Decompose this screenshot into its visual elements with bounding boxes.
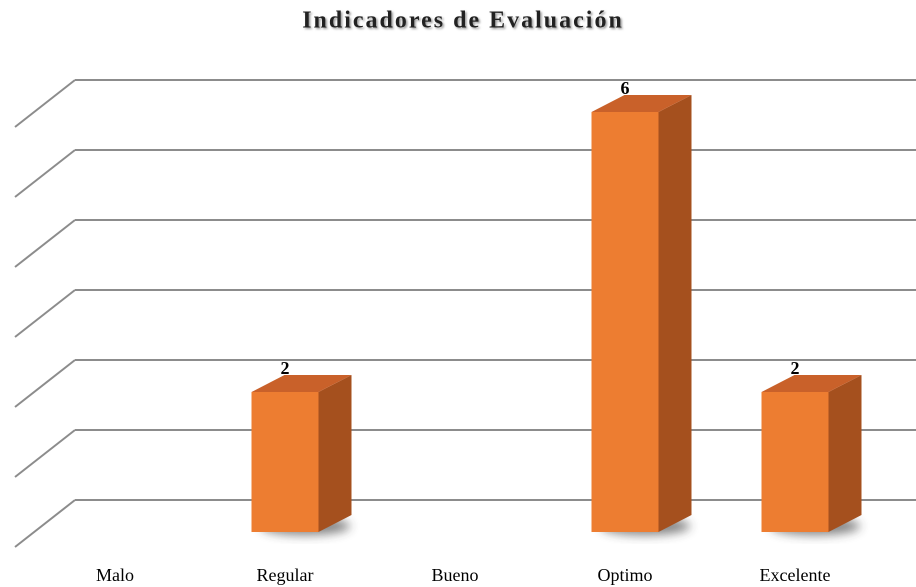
bar-side [828, 375, 862, 532]
bar [761, 392, 829, 532]
grid-line-depth [14, 289, 76, 338]
bar-side [318, 375, 352, 532]
grid-line-depth [14, 219, 76, 268]
grid-line-depth [14, 149, 76, 198]
x-tick-label: Malo [96, 565, 134, 585]
chart-title: Indicadores de Evaluación [302, 8, 624, 34]
data-label: 2 [281, 358, 290, 378]
bar-side [658, 95, 692, 532]
x-tick-label: Bueno [432, 565, 479, 585]
grid-line-depth [14, 359, 76, 408]
data-label: 2 [791, 358, 800, 378]
grid-line-depth [14, 79, 76, 128]
bar-top [591, 95, 692, 112]
x-tick-label: Optimo [597, 565, 652, 585]
x-tick-label: Excelente [760, 565, 831, 585]
bar-top [761, 375, 862, 392]
bar [591, 112, 659, 532]
bar-top [251, 375, 352, 392]
data-label: 6 [621, 78, 630, 98]
grid-line-depth [14, 429, 76, 478]
bar [251, 392, 319, 532]
x-tick-label: Regular [257, 565, 314, 585]
grid-line-depth [14, 499, 76, 548]
